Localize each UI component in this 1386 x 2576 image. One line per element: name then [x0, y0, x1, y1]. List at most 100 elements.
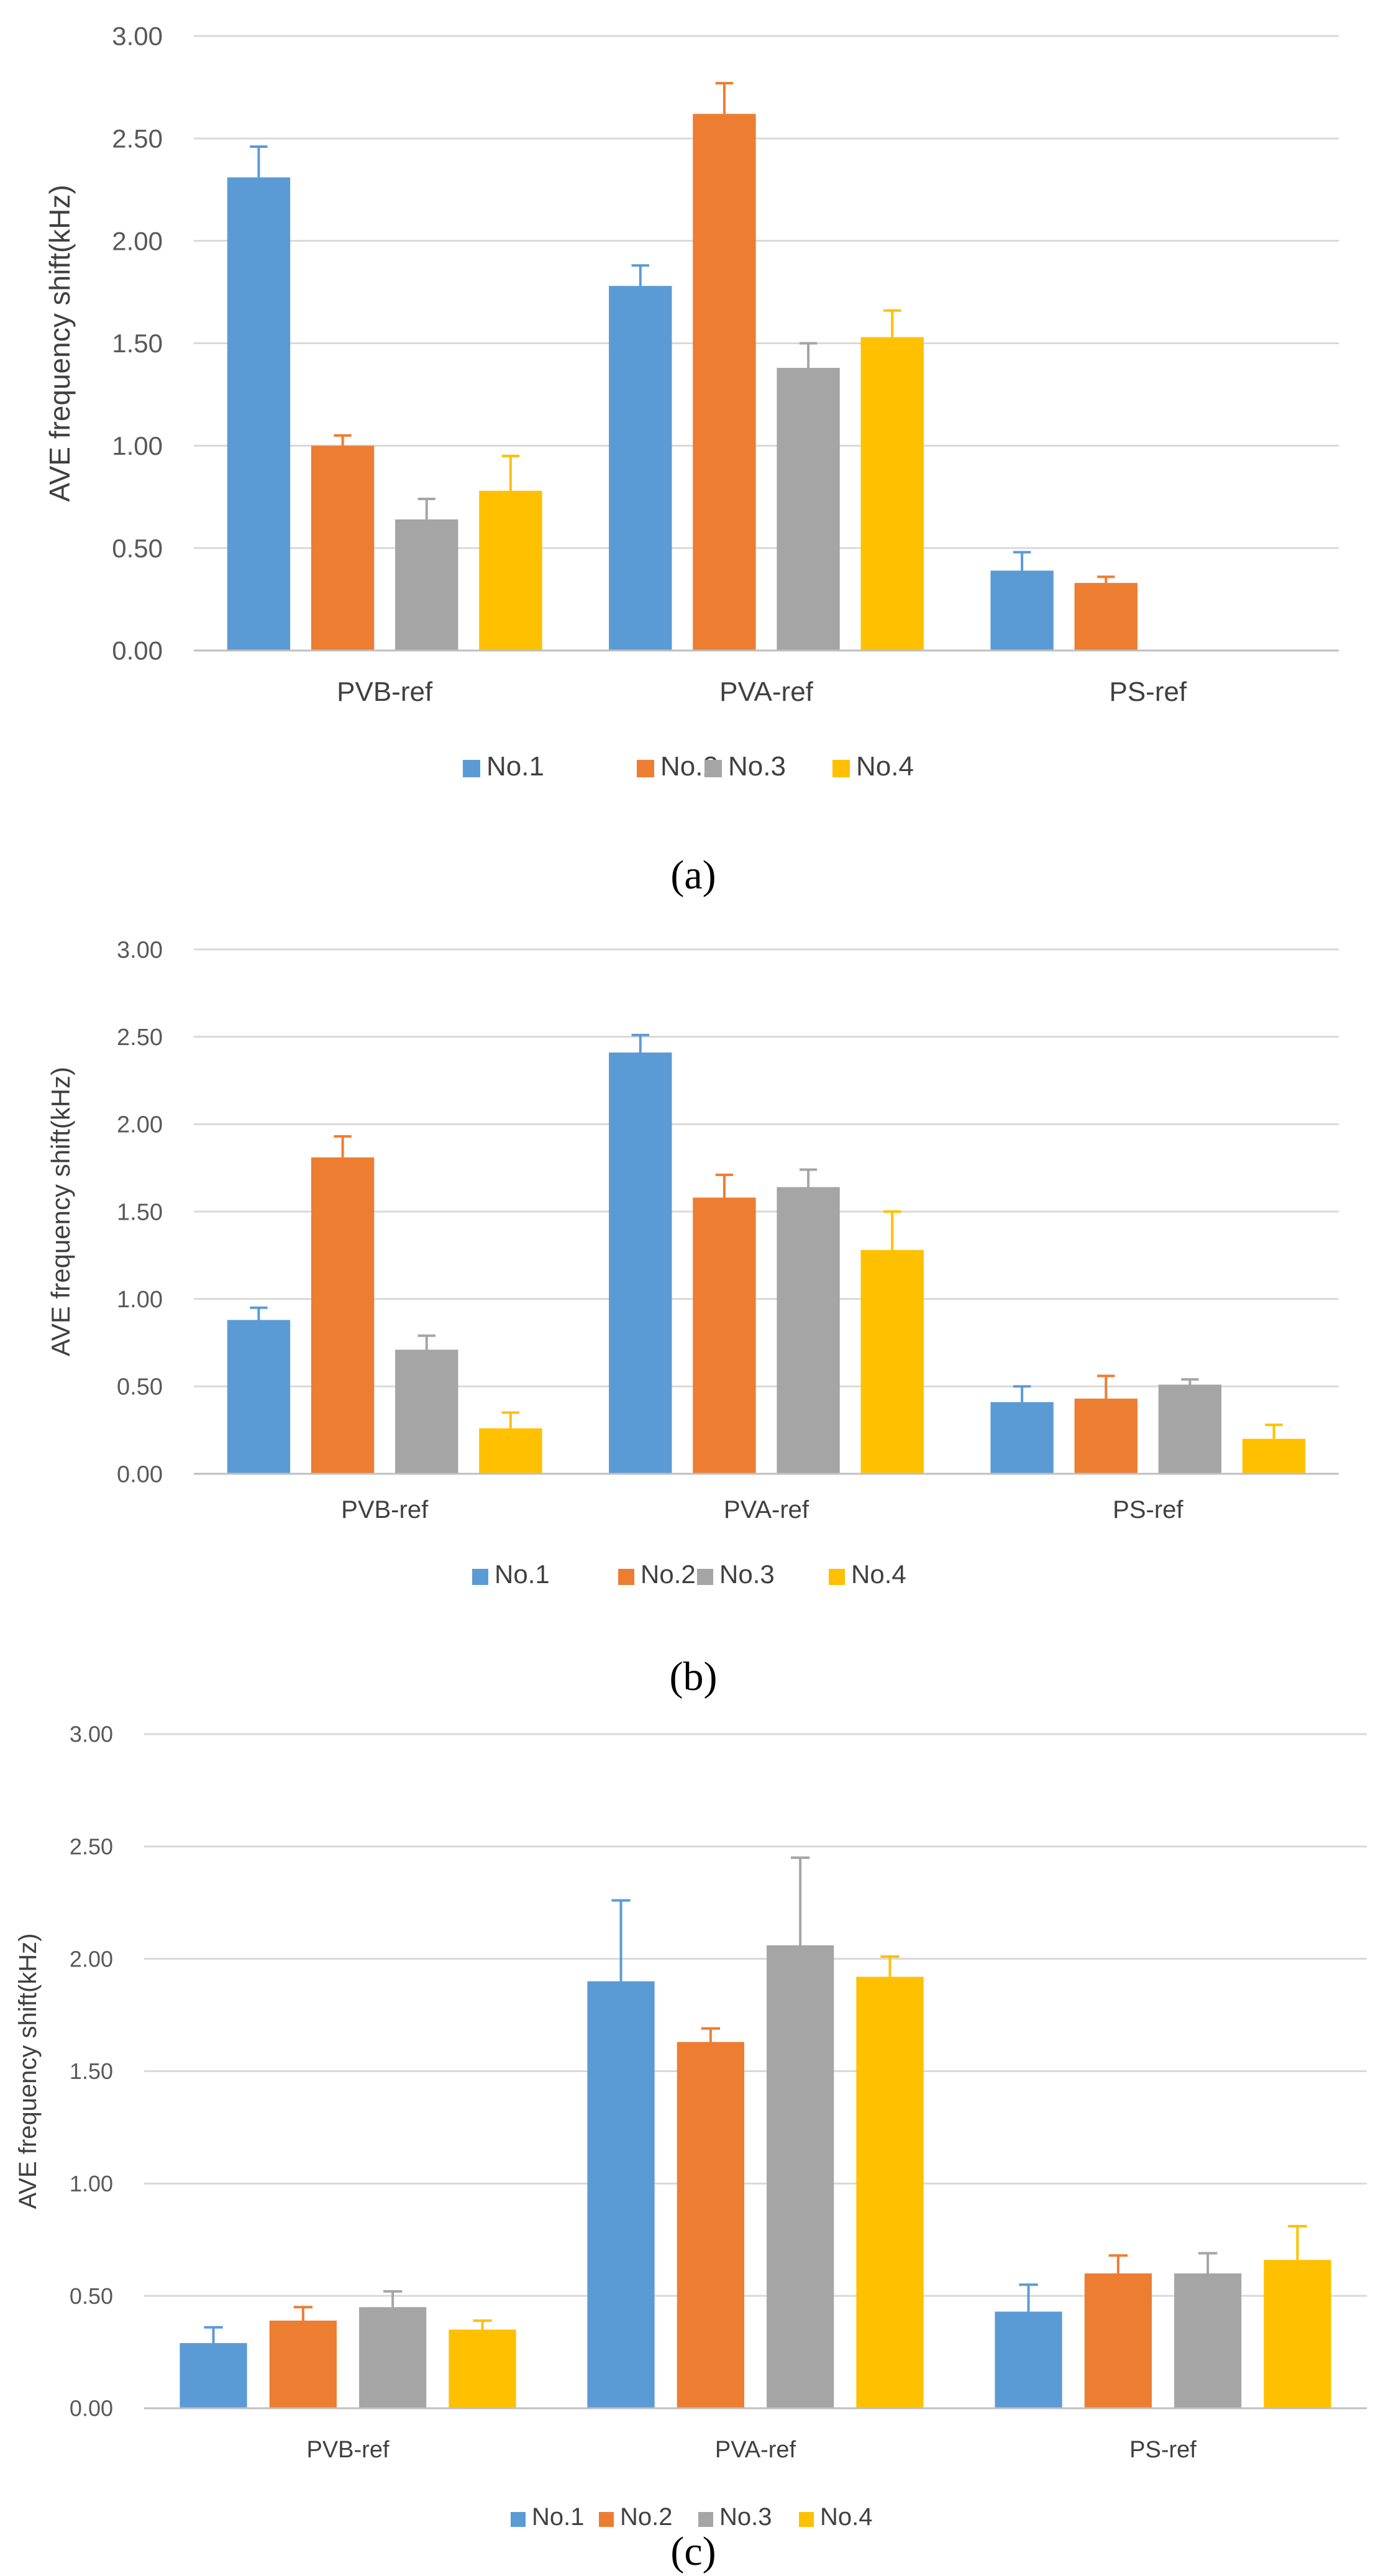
- bar-no3-pvb-ref: [395, 1350, 458, 1474]
- y-tick-label: 2.50: [112, 124, 163, 153]
- y-tick-label: 1.00: [117, 1287, 163, 1313]
- legend-swatch: [697, 1569, 713, 1585]
- legend-label: No.3: [719, 1560, 775, 1589]
- bar-no4-ps-ref: [1242, 1438, 1306, 1474]
- legend-swatch: [832, 760, 850, 777]
- bar-no3-pvb-ref: [359, 2307, 427, 2408]
- grid-lines: [194, 948, 1339, 1387]
- bar-no3-pva-ref: [767, 1945, 834, 2408]
- category-label: PVA-ref: [724, 1496, 809, 1523]
- category-label: PVA-ref: [719, 677, 814, 707]
- legend-swatch: [799, 2512, 814, 2527]
- bars: [227, 114, 1138, 651]
- bar-no4-pvb-ref: [449, 2329, 516, 2408]
- category-label: PVA-ref: [715, 2437, 796, 2463]
- bar-no4-ps-ref: [1264, 2260, 1331, 2408]
- grid-lines: [144, 1733, 1367, 2297]
- y-tick-label: 2.50: [70, 1834, 113, 1859]
- legend-swatch: [463, 760, 480, 777]
- y-tick-label: 1.50: [117, 1199, 163, 1225]
- legend: No.1 No.2 No.3 No.4: [463, 751, 914, 782]
- panel-caption: (c): [670, 2529, 716, 2574]
- y-tick-label: 3.00: [112, 22, 163, 51]
- legend: No.1 No.2 No.3 No.4: [472, 1560, 906, 1589]
- bar-no3-pva-ref: [777, 368, 840, 651]
- y-tick-label: 0.50: [117, 1374, 163, 1400]
- bar-no2-pva-ref: [677, 2042, 744, 2408]
- y-tick-label: 2.00: [117, 1112, 163, 1138]
- y-tick-label: 1.50: [112, 329, 163, 358]
- bar-no3-ps-ref: [1174, 2273, 1242, 2408]
- category-label: PS-ref: [1129, 2437, 1197, 2463]
- y-tick-label: 0.50: [70, 2283, 113, 2309]
- error-bars: [204, 1856, 1307, 2344]
- y-tick-labels: 0.00 0.50 1.00 1.50 2.00 2.50 3.00: [112, 22, 163, 665]
- chart-panel-a: 0.00 0.50 1.00 1.50 2.00 2.50 3.00 PVB-ref PVA-…: [43, 22, 1339, 898]
- bar-no4-pvb-ref: [479, 1428, 542, 1474]
- legend-swatch: [637, 760, 654, 777]
- legend-label: No.2: [641, 1560, 696, 1589]
- legend-label: No.1: [495, 1560, 550, 1589]
- bar-no4-pva-ref: [860, 337, 924, 651]
- error-bars: [250, 81, 1115, 583]
- bar-no2-pvb-ref: [269, 2320, 337, 2408]
- legend-label: No.2: [620, 2503, 673, 2531]
- y-tick-label: 2.00: [70, 1946, 113, 1971]
- category-labels: PVB-ref PVA-ref PS-ref: [337, 677, 1187, 707]
- legend-label: No.1: [486, 751, 544, 782]
- category-label: PS-ref: [1109, 677, 1187, 707]
- bar-no1-pva-ref: [609, 286, 672, 651]
- legend: No.1 No.2 No.3 No.4: [511, 2503, 873, 2531]
- bar-no2-ps-ref: [1074, 1399, 1138, 1474]
- bar-no2-ps-ref: [1084, 2273, 1152, 2408]
- y-tick-label: 0.00: [117, 1461, 163, 1487]
- y-tick-label: 1.00: [112, 431, 163, 460]
- bar-no2-pva-ref: [693, 1197, 756, 1474]
- legend-swatch: [829, 1569, 845, 1585]
- category-labels: PVB-ref PVA-ref PS-ref: [341, 1496, 1183, 1523]
- legend-swatch: [704, 760, 722, 777]
- bar-no1-ps-ref: [995, 2311, 1062, 2408]
- bar-no3-ps-ref: [1158, 1384, 1222, 1474]
- y-axis-label: AVE frequency shift(kHz): [14, 1934, 42, 2209]
- bar-no1-pva-ref: [587, 1981, 655, 2408]
- legend-label: No.4: [851, 1560, 906, 1589]
- y-tick-label: 2.50: [117, 1025, 163, 1051]
- y-tick-label: 0.00: [112, 636, 163, 665]
- y-tick-label: 3.00: [117, 937, 163, 963]
- chart-panel-c: 0.00 0.50 1.00 1.50 2.00 2.50 3.00 PVB-ref PVA-…: [14, 1722, 1367, 2574]
- bar-no2-pvb-ref: [311, 445, 375, 651]
- y-tick-label: 0.00: [70, 2396, 113, 2421]
- y-tick-labels: 0.00 0.50 1.00 1.50 2.00 2.50 3.00: [117, 937, 163, 1487]
- legend-label: No.1: [532, 2503, 585, 2531]
- bar-no3-pva-ref: [777, 1187, 840, 1474]
- bar-no1-ps-ref: [990, 1402, 1054, 1474]
- bar-no1-ps-ref: [990, 570, 1054, 651]
- legend-swatch: [698, 2512, 713, 2527]
- y-tick-label: 0.50: [112, 534, 163, 563]
- bar-no4-pva-ref: [856, 1976, 924, 2408]
- legend-swatch: [599, 2512, 614, 2527]
- panel-caption: (a): [670, 852, 716, 898]
- bars: [180, 1945, 1331, 2408]
- legend-swatch: [511, 2512, 526, 2527]
- bar-no1-pva-ref: [609, 1052, 672, 1474]
- bar-no1-pvb-ref: [180, 2343, 247, 2408]
- y-tick-labels: 0.00 0.50 1.00 1.50 2.00 2.50 3.00: [70, 1722, 113, 2421]
- bar-no2-pva-ref: [693, 114, 756, 651]
- legend-label: No.3: [728, 751, 786, 782]
- bars: [227, 1052, 1306, 1474]
- bar-no2-pvb-ref: [311, 1157, 375, 1474]
- legend-swatch: [618, 1569, 634, 1585]
- y-tick-label: 1.00: [70, 2171, 113, 2196]
- legend-label: No.4: [820, 2503, 873, 2531]
- grid-lines: [194, 35, 1339, 549]
- category-label: PVB-ref: [337, 677, 433, 707]
- legend-label: No.3: [719, 2503, 772, 2531]
- legend-swatch: [472, 1569, 488, 1585]
- bar-no4-pva-ref: [860, 1249, 924, 1474]
- y-tick-label: 3.00: [70, 1722, 113, 1747]
- category-label: PVB-ref: [341, 1496, 429, 1523]
- bar-no3-pvb-ref: [395, 519, 458, 651]
